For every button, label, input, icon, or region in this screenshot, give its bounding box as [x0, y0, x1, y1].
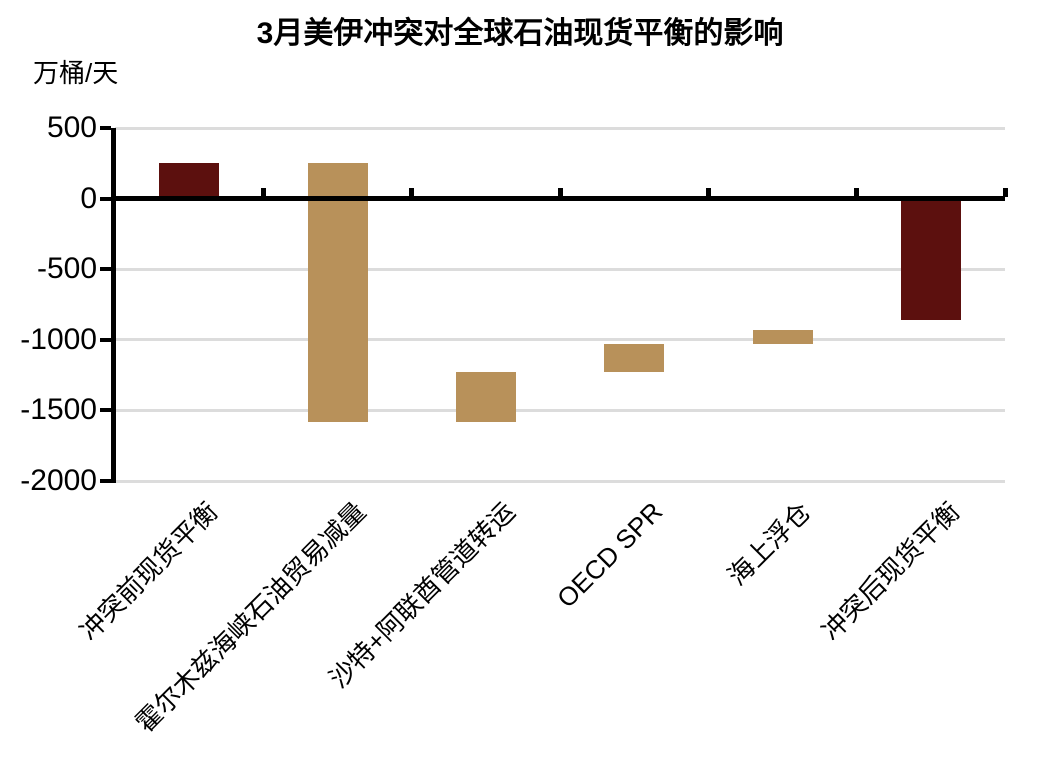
- y-tick-label: 0: [80, 181, 97, 215]
- y-tick: [100, 337, 111, 342]
- y-tick: [100, 126, 111, 130]
- bar-6: [900, 198, 961, 321]
- y-tick-label: -2000: [20, 464, 97, 497]
- gridline: [115, 267, 1005, 271]
- x-category-label: 冲突后现货平衡: [815, 496, 966, 647]
- bar-4: [604, 344, 665, 373]
- y-tick: [100, 479, 111, 483]
- bar-1: [159, 163, 220, 199]
- x-tick: [705, 187, 711, 197]
- x-tick: [1002, 187, 1008, 197]
- gridline: [115, 338, 1005, 342]
- y-tick: [100, 196, 111, 201]
- zero-line: [111, 196, 1005, 202]
- y-tick: [100, 267, 111, 272]
- gridline: [115, 408, 1005, 412]
- y-tick-label: 500: [46, 111, 97, 144]
- bar-5: [752, 329, 813, 345]
- y-axis-unit-label: 万桶/天: [33, 58, 119, 88]
- x-category-label: 冲突前现货平衡: [73, 496, 224, 647]
- x-tick: [260, 187, 266, 197]
- bar-3: [455, 372, 516, 422]
- chart-title: 3月美伊冲突对全球石油现货平衡的影响: [256, 17, 784, 50]
- y-tick: [100, 408, 111, 413]
- x-tick: [409, 187, 415, 197]
- x-category-label: 海上浮仓: [722, 496, 818, 592]
- x-category-label: OECD SPR: [551, 496, 669, 614]
- gridline: [115, 126, 1005, 130]
- gridline: [115, 479, 1005, 483]
- y-axis-line: [111, 128, 116, 483]
- x-tick: [854, 187, 860, 197]
- y-tick-label: -1500: [20, 393, 97, 427]
- x-tick: [557, 187, 563, 197]
- bar-2: [307, 163, 368, 422]
- y-tick-label: -1000: [20, 322, 97, 356]
- y-tick-label: -500: [36, 252, 97, 286]
